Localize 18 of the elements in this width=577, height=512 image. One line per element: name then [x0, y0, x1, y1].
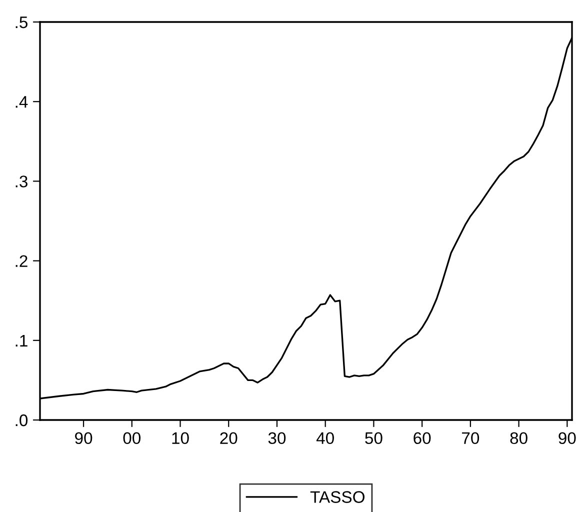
x-tick-label: 30: [268, 432, 286, 444]
x-tick-label: 40: [316, 432, 334, 444]
legend-label: TASSO: [310, 491, 364, 503]
y-tick-label: .4: [16, 96, 28, 108]
x-tick-label: 50: [365, 432, 382, 444]
x-tick-label: 70: [462, 432, 480, 444]
x-tick-label: 00: [123, 432, 141, 444]
y-tick-label: .2: [16, 255, 28, 267]
x-tick-label: 90: [558, 432, 576, 444]
y-tick-label: .0: [16, 414, 28, 426]
x-tick-label: 60: [414, 432, 431, 444]
x-tick-label: 80: [510, 432, 528, 444]
y-tick-label: .1: [16, 334, 28, 346]
x-tick-label: 90: [75, 432, 92, 444]
y-tick-label: .3: [16, 176, 28, 188]
y-tick-label: .5: [16, 16, 28, 28]
x-tick-label: 10: [172, 432, 189, 444]
x-tick-label: 20: [220, 432, 238, 444]
